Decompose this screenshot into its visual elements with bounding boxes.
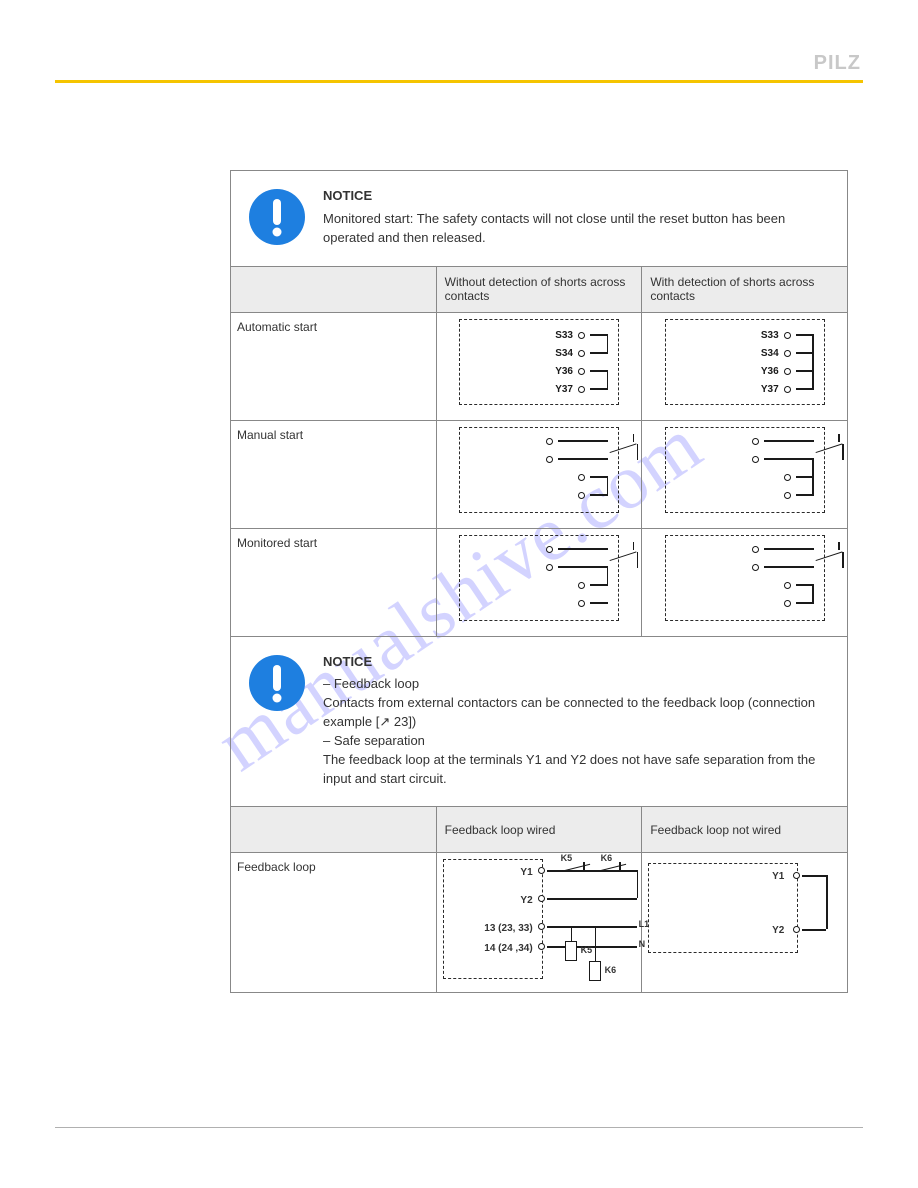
t2-c2: Y1 Y2 <box>642 853 848 993</box>
term-y37: Y37 <box>549 384 573 395</box>
notice-title-2: NOTICE <box>323 653 831 672</box>
label-k5-top: K5 <box>561 853 573 863</box>
diagram-manual-left <box>459 427 619 513</box>
notice-body-1: Monitored start: The safety contacts wil… <box>323 210 831 248</box>
term-s33: S33 <box>549 330 573 341</box>
t1-header-0 <box>231 266 437 312</box>
notice-line-1: Contacts from external contactors can be… <box>323 694 831 732</box>
notice-line-0: – Feedback loop <box>323 675 831 694</box>
t2-header-0 <box>231 807 437 853</box>
term-y1-r: Y1 <box>758 871 784 882</box>
main-content: NOTICE Monitored start: The safety conta… <box>230 170 848 993</box>
t1-row0-label: Automatic start <box>231 312 437 420</box>
top-divider <box>55 80 863 83</box>
t1-header-1: Without detection of shorts across conta… <box>436 266 642 312</box>
diagram-manual-right <box>665 427 825 513</box>
t2-header-1: Feedback loop wired <box>436 807 642 853</box>
notice-text-2: NOTICE – Feedback loop Contacts from ext… <box>323 651 831 789</box>
t1-r2-c2 <box>642 528 848 636</box>
label-k5-coil: K5 <box>581 945 593 955</box>
diagram-monitored-left <box>459 535 619 621</box>
term-13: 13 (23, 33) <box>467 923 533 934</box>
label-k6-coil: K6 <box>605 965 617 975</box>
t1-row2-label: Monitored start <box>231 528 437 636</box>
term-y36: Y36 <box>549 366 573 377</box>
diagram-auto-right: S33 S34 Y36 Y37 <box>665 319 825 405</box>
start-mode-table: Without detection of shorts across conta… <box>230 266 848 637</box>
term-14: 14 (24 ,34) <box>467 943 533 954</box>
t1-r0-c1: S33 S34 Y36 Y37 <box>436 312 642 420</box>
term-s33-b: S33 <box>755 330 779 341</box>
label-k6-top: K6 <box>601 853 613 863</box>
t1-r2-c1 <box>436 528 642 636</box>
notice-callout-1: NOTICE Monitored start: The safety conta… <box>230 170 848 267</box>
footer-divider <box>55 1127 863 1128</box>
feedback-loop-table: Feedback loop wired Feedback loop not wi… <box>230 806 848 993</box>
t1-row1-label: Manual start <box>231 420 437 528</box>
notice-icon-2 <box>247 653 307 713</box>
term-s34: S34 <box>549 348 573 359</box>
t1-header-2: With detection of shorts across contacts <box>642 266 848 312</box>
term-y2-r: Y2 <box>758 925 784 936</box>
term-y36-b: Y36 <box>755 366 779 377</box>
t2-row-label: Feedback loop <box>231 853 437 993</box>
term-y37-b: Y37 <box>755 384 779 395</box>
notice-line-3: The feedback loop at the terminals Y1 an… <box>323 751 831 789</box>
notice-callout-2: NOTICE – Feedback loop Contacts from ext… <box>230 636 848 808</box>
term-y1: Y1 <box>499 867 533 878</box>
diagram-auto-left: S33 S34 Y36 Y37 <box>459 319 619 405</box>
term-s34-b: S34 <box>755 348 779 359</box>
notice-line-2: – Safe separation <box>323 732 831 751</box>
diagram-monitored-right <box>665 535 825 621</box>
notice-text-1: NOTICE Monitored start: The safety conta… <box>323 185 831 248</box>
t2-c1: Y1 Y2 13 (23, 33) 14 (24 ,34) <box>436 853 642 993</box>
notice-title-1: NOTICE <box>323 187 831 206</box>
term-y2: Y2 <box>499 895 533 906</box>
notice-icon <box>247 187 307 247</box>
t2-header-2: Feedback loop not wired <box>642 807 848 853</box>
brand-logo: PILZ <box>814 52 861 75</box>
t1-r1-c2 <box>642 420 848 528</box>
t1-r1-c1 <box>436 420 642 528</box>
t1-r0-c2: S33 S34 Y36 Y37 <box>642 312 848 420</box>
